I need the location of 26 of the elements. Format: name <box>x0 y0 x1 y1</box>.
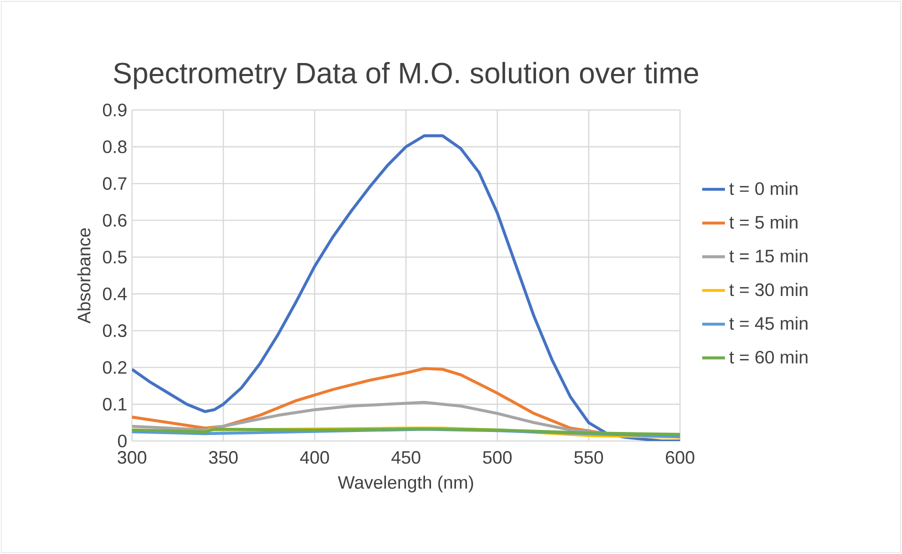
y-tick-label: 0.7 <box>102 177 126 190</box>
legend-label: t = 60 min <box>729 350 808 364</box>
y-tick-label: 0.6 <box>102 214 127 227</box>
x-tick-label: 500 <box>483 451 512 464</box>
legend-label: t = 5 min <box>729 216 798 229</box>
x-tick-label: 350 <box>209 451 238 464</box>
y-tick-label: 0.4 <box>102 288 127 300</box>
y-tick-label: 0 <box>118 434 127 448</box>
x-tick-label: 400 <box>300 451 329 464</box>
x-tick-label: 600 <box>666 451 694 464</box>
y-tick-label: 0.1 <box>102 398 126 411</box>
y-tick-label: 0.9 <box>102 104 126 116</box>
y-tick-label: 0.2 <box>102 361 126 374</box>
chart-title: Spectrometry Data of M.O. solution over time <box>114 62 698 90</box>
y-axis-title: Absorbance <box>77 228 90 324</box>
legend-label: t = 30 min <box>729 282 808 296</box>
y-tick-label: 0.5 <box>102 250 127 264</box>
legend-label: t = 45 min <box>729 316 808 330</box>
x-tick-label: 450 <box>391 451 420 464</box>
y-tick-label: 0.3 <box>102 324 127 338</box>
legend-label: t = 0 min <box>729 182 798 196</box>
x-axis-title: Wavelength (nm) <box>338 476 474 492</box>
x-tick-label: 300 <box>118 451 146 464</box>
legend-label: t = 15 min <box>729 249 808 262</box>
x-tick-label: 550 <box>574 451 603 464</box>
y-tick-label: 0.8 <box>102 140 127 154</box>
